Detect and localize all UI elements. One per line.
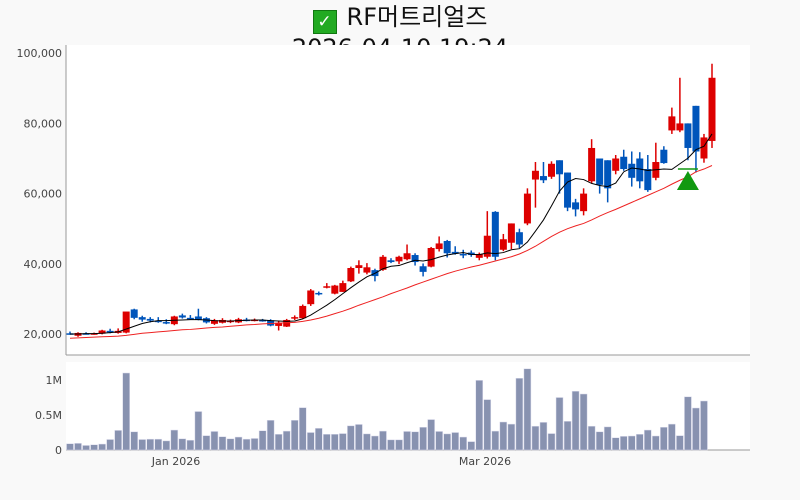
svg-text:100,000: 100,000 (17, 47, 63, 60)
buy-signal-markers (676, 168, 699, 191)
price-y-ticks: 20,000 40,000 60,000 80,000 100,000 (17, 47, 63, 341)
stock-name: RF머트리얼즈 (346, 3, 488, 31)
svg-text:1M: 1M (46, 374, 63, 387)
svg-text:60,000: 60,000 (24, 188, 63, 201)
volume-bars (66, 368, 708, 451)
price-plot-area (66, 45, 750, 355)
ma-short-line (70, 133, 713, 335)
volume-y-ticks: 0 0.5M 1M (35, 374, 62, 457)
svg-text:80,000: 80,000 (24, 117, 63, 130)
svg-text:0: 0 (55, 444, 62, 457)
date-x-ticks: Jan 2026 Mar 2026 (151, 455, 511, 468)
ma-long-line (69, 165, 713, 339)
svg-text:0.5M: 0.5M (35, 409, 62, 422)
chart-title: ✓ RF머트리얼즈 (0, 2, 800, 34)
svg-text:Jan 2026: Jan 2026 (151, 455, 200, 468)
svg-text:20,000: 20,000 (24, 328, 63, 341)
svg-text:Mar 2026: Mar 2026 (459, 455, 511, 468)
svg-text:40,000: 40,000 (24, 258, 63, 271)
check-mark-icon: ✓ (312, 10, 337, 34)
